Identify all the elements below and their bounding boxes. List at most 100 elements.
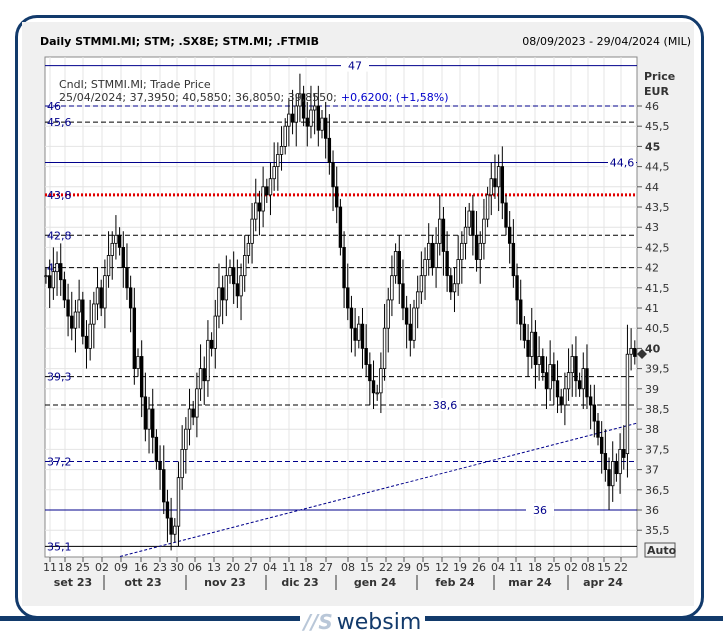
candle-body [625,353,630,455]
candle [485,186,490,228]
candle [301,85,306,127]
candle [456,235,460,296]
y-tick-label: 39 [645,383,659,396]
candle [445,231,449,292]
x-tick-label: 02 [564,561,578,574]
legend-change: +0,6200; (+1,58%) [341,91,449,104]
candle [548,340,552,401]
candle [360,308,365,369]
candle [588,384,593,430]
candle-body [588,396,593,406]
candle [290,89,295,135]
candle-body [84,335,89,349]
candle [592,384,597,438]
candle [349,295,354,353]
candle [552,352,556,405]
candle-body [235,283,240,297]
candle [346,263,350,321]
candle-body [382,327,387,370]
candle-body [228,267,232,277]
candle-body [231,267,236,285]
x-tick-label: 13 [207,561,221,574]
candle-body [379,368,383,394]
candle-body [81,299,85,337]
candle [323,101,328,159]
candle-body [596,420,600,438]
candle [47,259,52,308]
candle [633,340,637,365]
candle-body [246,242,251,256]
candle-body [360,323,365,349]
candle [596,413,600,446]
candle [368,352,372,405]
candle [496,154,501,212]
auto-label[interactable]: Auto [647,544,677,557]
y-tick-label: 38,5 [645,403,670,416]
candle-body [592,404,597,422]
x-tick-label: 18 [58,561,72,574]
candle [44,267,48,284]
candle-body [224,275,229,301]
candle [209,332,214,357]
level-label: 45,6 [47,116,72,129]
candle [151,388,155,454]
candle [419,251,424,304]
candle [427,223,431,276]
candle-body [364,347,368,365]
candle [198,344,203,401]
candle [449,267,453,300]
candle-body [533,331,538,365]
footer-bar-left [0,616,300,621]
candle-body [338,206,343,248]
candle-body [390,275,394,301]
candle [401,259,405,321]
candle [570,344,574,397]
candle [114,215,118,260]
candle [541,348,545,381]
candle-body [482,218,486,244]
candle-body [353,327,357,341]
candle-body [276,154,280,167]
candle-body [386,299,390,329]
y-tick-label: 35,5 [645,524,670,537]
x-tick-label: 22 [614,561,628,574]
x-tick-label: 04 [491,561,505,574]
price-axis-label: Price [644,70,675,83]
candle-body [622,448,626,458]
x-tick-label: 27 [319,561,333,574]
candle [66,283,70,337]
y-tick-label: 41 [645,302,659,315]
candle-body [581,368,585,390]
candle [121,231,125,288]
candle [73,299,78,353]
candle-body [209,339,214,349]
candle-body [125,267,129,289]
candle [276,142,280,191]
candle [371,360,376,409]
auto-button[interactable]: Auto [644,542,677,558]
y-tick-label: 44,5 [645,161,670,174]
candle [382,303,387,381]
footer-bar-right [425,616,723,621]
candle [217,263,221,329]
candle [625,324,630,478]
level-label: 43,8 [47,189,72,202]
candle-body [401,283,405,309]
candle [504,194,508,236]
candle [213,299,217,369]
candle-body [66,299,70,317]
candle [312,93,317,135]
candle-body [279,145,284,155]
last-price-marker [637,349,647,360]
candle [493,154,497,199]
candle-body [154,436,159,462]
candle [305,101,309,147]
candle [95,267,100,321]
candle-body [485,194,490,220]
candle [467,202,471,236]
candle-body [316,105,321,131]
candle [507,211,512,264]
y-tick-label: 36 [645,504,659,517]
candle [629,328,633,371]
